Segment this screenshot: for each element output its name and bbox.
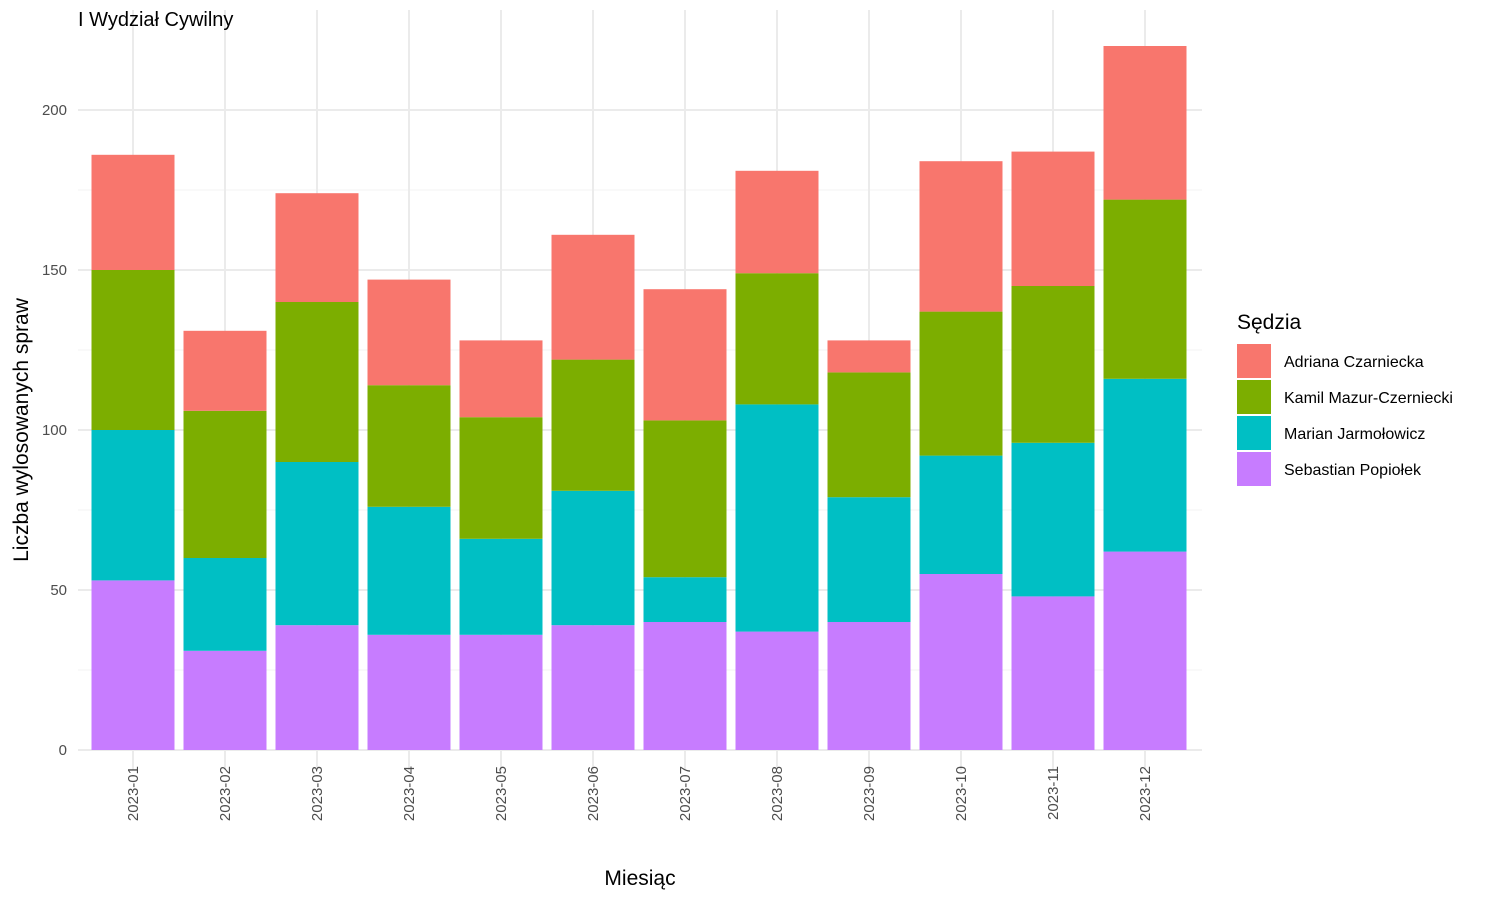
x-tick-label: 2023-12	[1137, 766, 1154, 821]
legend-label: Sebastian Popiołek	[1284, 462, 1422, 479]
bar-segment	[275, 302, 359, 462]
x-tick-label: 2023-03	[309, 766, 326, 821]
legend-items: Adriana Czarniecka Kamil Mazur-Czerniecki…	[1237, 344, 1453, 486]
bar-segment	[91, 430, 175, 581]
bar-segment	[643, 622, 727, 750]
legend-title: Sędzia	[1237, 311, 1302, 334]
legend-label: Kamil Mazur-Czerniecki	[1284, 390, 1453, 407]
bar-segment	[919, 574, 1003, 750]
bar-segment	[459, 340, 543, 418]
bar-segment	[183, 558, 267, 651]
bar-segment	[275, 625, 359, 750]
legend-swatch	[1237, 452, 1271, 486]
bar-segment	[551, 359, 635, 491]
bar-segment	[183, 650, 267, 750]
bar-segment	[1011, 286, 1095, 443]
x-tick-label: 2023-05	[493, 766, 510, 821]
y-tick-label: 150	[42, 262, 67, 279]
bar-segment	[367, 385, 451, 507]
bar-segment	[91, 270, 175, 430]
bar-segment	[367, 634, 451, 750]
bar-segment	[1103, 46, 1187, 200]
bar-segment	[459, 634, 543, 750]
bar-segment	[1011, 442, 1095, 597]
x-tick-label: 2023-08	[769, 766, 786, 821]
bar-segment	[735, 273, 819, 405]
legend-label: Marian Jarmołowicz	[1284, 426, 1425, 443]
x-tick-label: 2023-06	[585, 766, 602, 821]
bar-segment	[459, 417, 543, 539]
y-axis-title: Liczba wylosowanych spraw	[10, 297, 33, 562]
bar-segment	[827, 497, 911, 622]
x-tick-label: 2023-01	[125, 766, 142, 821]
bar-segment	[1103, 378, 1187, 552]
bar-segment	[551, 234, 635, 360]
bar-segment	[643, 289, 727, 421]
legend-swatch	[1237, 380, 1271, 414]
bar-segment	[827, 340, 911, 373]
y-tick-label: 50	[50, 582, 67, 599]
bar-segment	[459, 538, 543, 635]
bar-segment	[919, 311, 1003, 456]
bar-segment	[1103, 551, 1187, 750]
bar-segment	[643, 420, 727, 578]
legend-label: Adriana Czarniecka	[1284, 354, 1424, 371]
bar-segment	[551, 625, 635, 750]
legend: Sędzia Adriana Czarniecka Kamil Mazur-Cze…	[1237, 311, 1453, 486]
y-tick-label: 100	[42, 422, 67, 439]
x-tick-label: 2023-02	[217, 766, 234, 821]
x-axis-title: Miesiąc	[604, 867, 675, 890]
x-tick-label: 2023-07	[677, 766, 694, 821]
bar-segment	[735, 404, 819, 632]
x-tick-label: 2023-09	[861, 766, 878, 821]
axes: 0 50 100 150 200 2023-01 2023-02 2023-03 2023-04…	[42, 102, 1154, 821]
bar-segment	[91, 154, 175, 270]
bar-segment	[183, 410, 267, 558]
y-tick-label: 0	[59, 742, 67, 759]
bar-segment	[275, 462, 359, 626]
bar-segment	[827, 622, 911, 750]
bar-segment	[551, 490, 635, 626]
x-tick-label: 2023-04	[401, 766, 418, 821]
bars	[91, 46, 1187, 750]
legend-swatch	[1237, 416, 1271, 450]
bar-segment	[643, 577, 727, 622]
bar-segment	[91, 580, 175, 750]
bar-segment	[919, 161, 1003, 312]
bar-segment	[1011, 596, 1095, 750]
bar-segment	[275, 193, 359, 302]
bar-segment	[919, 455, 1003, 574]
bar-segment	[735, 170, 819, 274]
bar-segment	[1103, 199, 1187, 379]
y-tick-label: 200	[42, 102, 67, 119]
bar-segment	[735, 631, 819, 750]
legend-swatch	[1237, 344, 1271, 378]
x-tick-label: 2023-11	[1045, 766, 1062, 820]
bar-segment	[367, 506, 451, 635]
bar-segment	[1011, 151, 1095, 286]
x-tick-label: 2023-10	[953, 766, 970, 821]
bar-segment	[183, 330, 267, 411]
bar-segment	[827, 372, 911, 498]
bar-segment	[367, 279, 451, 386]
chart-title: I Wydział Cywilny	[78, 9, 233, 31]
